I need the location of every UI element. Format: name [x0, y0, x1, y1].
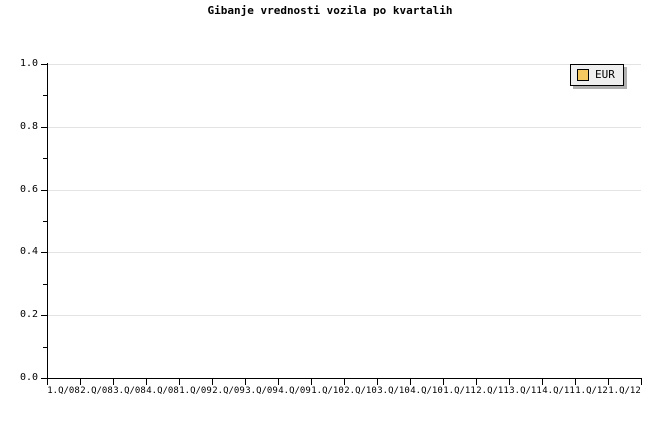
y-axis-tick-major — [41, 252, 47, 253]
x-axis-tick — [146, 379, 147, 385]
y-axis-tick-minor — [43, 158, 47, 159]
chart-title: Gibanje vrednosti vozila po kvartalih — [207, 4, 453, 17]
y-axis-tick-major — [41, 378, 47, 379]
y-axis-label: 0.8 — [19, 121, 38, 132]
gridline — [47, 127, 641, 128]
x-axis-label: 1.Q/09 — [179, 386, 212, 396]
y-axis-label: 0.0 — [19, 372, 38, 383]
y-axis-tick-major — [41, 190, 47, 191]
x-axis-label: 1.Q/12 — [608, 386, 641, 396]
y-axis-tick-major — [41, 127, 47, 128]
x-axis-label: 4.Q/11 — [542, 386, 575, 396]
x-axis-label: 2.Q/10 — [344, 386, 377, 396]
x-axis-tick — [476, 379, 477, 385]
x-axis-tick — [311, 379, 312, 385]
legend-swatch-eur — [577, 69, 589, 81]
x-axis-tick — [179, 379, 180, 385]
x-axis-tick — [212, 379, 213, 385]
x-axis-tick — [344, 379, 345, 385]
plot-background — [47, 64, 641, 378]
x-axis-tick — [377, 379, 378, 385]
x-axis-tick — [410, 379, 411, 385]
y-axis-tick-minor — [43, 284, 47, 285]
gridline — [47, 315, 641, 316]
y-axis-tick-minor — [43, 95, 47, 96]
x-axis-label: 4.Q/10 — [410, 386, 443, 396]
x-axis-tick — [80, 379, 81, 385]
x-axis-label: 2.Q/09 — [212, 386, 245, 396]
x-axis-label: 1.Q/12 — [575, 386, 608, 396]
y-axis-label: 0.4 — [19, 246, 38, 257]
x-axis-tick — [641, 379, 642, 385]
y-axis-tick-minor — [43, 347, 47, 348]
x-axis-label: 2.Q/08 — [80, 386, 113, 396]
legend-label-eur: EUR — [595, 68, 615, 81]
x-axis-tick — [608, 379, 609, 385]
x-axis-tick — [542, 379, 543, 385]
chart-legend[interactable]: EUR — [570, 64, 624, 86]
gridline — [47, 252, 641, 253]
x-axis-label: 3.Q/11 — [509, 386, 542, 396]
x-axis-label: 1.Q/10 — [311, 386, 344, 396]
x-axis-tick — [443, 379, 444, 385]
x-axis-tick — [113, 379, 114, 385]
gridline — [47, 190, 641, 191]
x-axis-tick — [509, 379, 510, 385]
y-axis-tick-major — [41, 315, 47, 316]
x-axis-label: 2.Q/11 — [476, 386, 509, 396]
x-axis-tick — [278, 379, 279, 385]
y-axis-label: 0.6 — [19, 184, 38, 195]
plot-area — [47, 64, 641, 378]
y-axis-line — [47, 63, 48, 379]
x-axis-label: 3.Q/10 — [377, 386, 410, 396]
x-axis-tick — [47, 379, 48, 385]
x-axis-tick — [575, 379, 576, 385]
y-axis-label: 1.0 — [19, 58, 38, 69]
x-axis-label: 3.Q/09 — [245, 386, 278, 396]
y-axis-label: 0.2 — [19, 309, 38, 320]
x-axis-tick — [245, 379, 246, 385]
x-axis-label: 4.Q/08 — [146, 386, 179, 396]
y-axis-tick-major — [41, 64, 47, 65]
x-axis-line — [47, 378, 642, 379]
x-axis-label: 1.Q/08 — [47, 386, 80, 396]
y-axis-tick-minor — [43, 221, 47, 222]
gridline — [47, 64, 641, 65]
x-axis-label: 1.Q/11 — [443, 386, 476, 396]
x-axis-label: 3.Q/08 — [113, 386, 146, 396]
x-axis-label: 4.Q/09 — [278, 386, 311, 396]
